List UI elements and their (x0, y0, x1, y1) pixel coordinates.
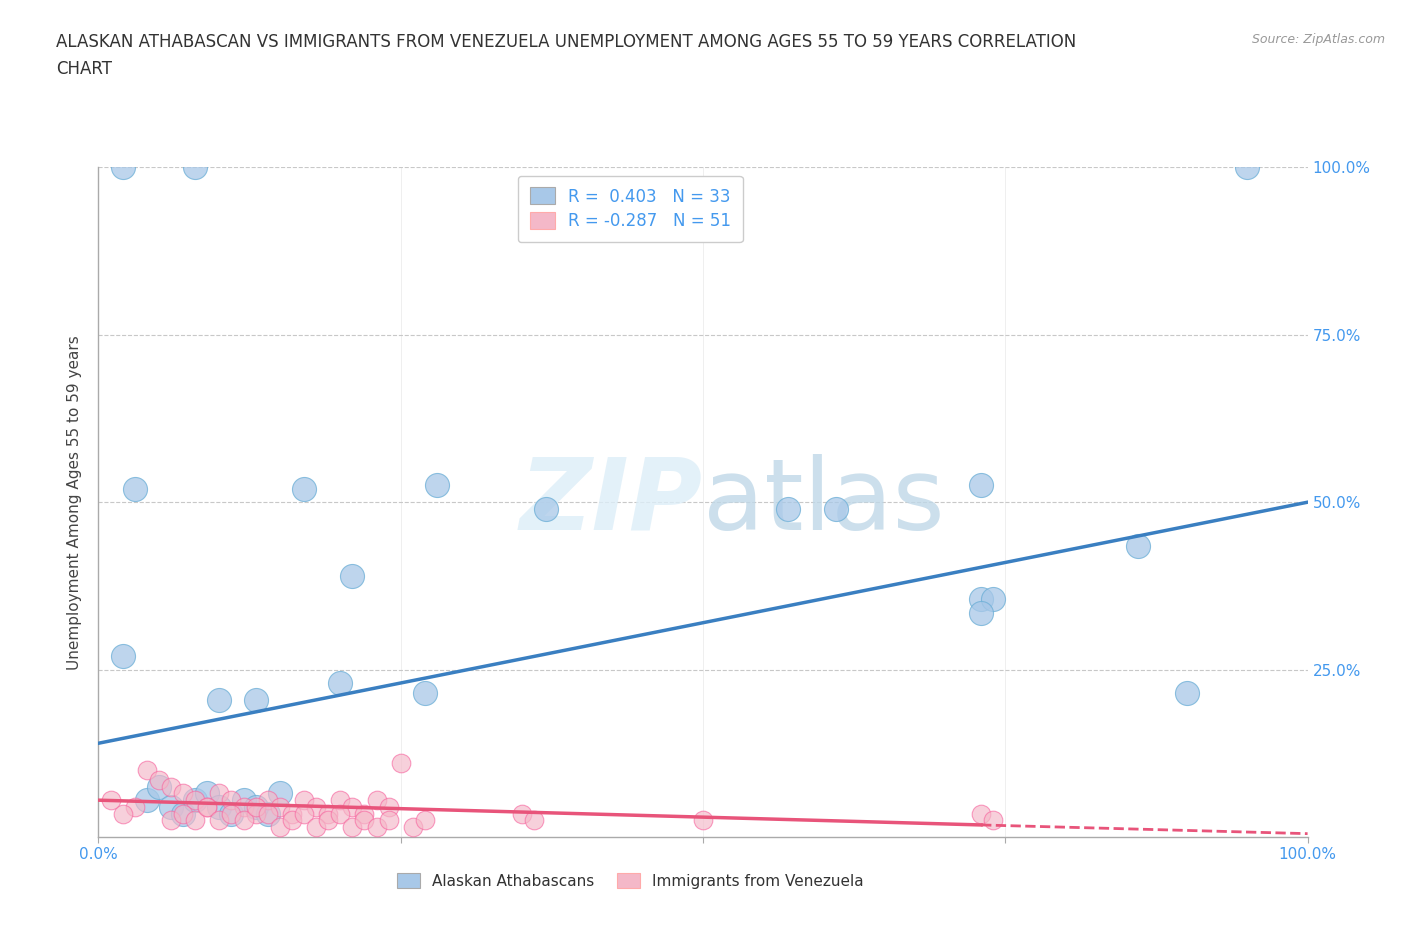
Point (160, 779, 183, 794)
Point (534, 501, 557, 516)
Legend: Alaskan Athabascans, Immigrants from Venezuela: Alaskan Athabascans, Immigrants from Ven… (389, 865, 872, 897)
Point (208, 786, 231, 801)
Point (353, 813, 375, 828)
Point (426, 478, 449, 493)
Point (232, 813, 254, 828)
Point (184, 792, 207, 807)
Point (111, 649, 134, 664)
Point (510, 806, 533, 821)
Point (523, 813, 546, 828)
Point (160, 813, 183, 828)
Text: ZIP: ZIP (520, 454, 703, 551)
Point (305, 819, 328, 834)
Point (148, 779, 170, 794)
Point (692, 813, 714, 828)
Point (184, 792, 207, 807)
Point (221, 806, 243, 821)
Point (269, 786, 291, 801)
Point (402, 819, 425, 834)
Point (245, 800, 267, 815)
Point (221, 806, 243, 821)
Point (208, 800, 231, 815)
Point (245, 806, 267, 821)
Point (245, 800, 267, 815)
Point (377, 813, 399, 828)
Point (413, 685, 436, 700)
Point (269, 800, 291, 815)
Point (172, 806, 194, 821)
Point (160, 800, 183, 815)
Point (292, 806, 315, 821)
Point (208, 692, 231, 707)
Point (825, 501, 848, 516)
Point (377, 800, 399, 815)
Point (195, 800, 218, 815)
Point (305, 800, 328, 815)
Point (342, 819, 364, 834)
Point (195, 800, 218, 815)
Point (981, 591, 1004, 606)
Point (970, 806, 993, 821)
Point (100, 792, 122, 807)
Point (135, 792, 157, 807)
Point (342, 800, 364, 815)
Point (221, 792, 243, 807)
Point (281, 813, 304, 828)
Point (195, 786, 218, 801)
Text: atlas: atlas (703, 454, 945, 551)
Point (232, 792, 254, 807)
Point (389, 756, 412, 771)
Point (245, 692, 267, 707)
Point (981, 813, 1004, 828)
Point (1236, 160, 1258, 175)
Point (269, 819, 291, 834)
Point (1128, 538, 1150, 553)
Point (111, 160, 134, 175)
Point (366, 819, 388, 834)
Point (232, 800, 254, 815)
Point (970, 605, 993, 620)
Point (172, 786, 194, 801)
Point (208, 813, 231, 828)
Point (342, 568, 364, 583)
Point (172, 806, 194, 821)
Point (329, 792, 352, 807)
Point (292, 792, 315, 807)
Point (281, 806, 304, 821)
Point (353, 806, 375, 821)
Text: ALASKAN ATHABASCAN VS IMMIGRANTS FROM VENEZUELA UNEMPLOYMENT AMONG AGES 55 TO 59: ALASKAN ATHABASCAN VS IMMIGRANTS FROM VE… (56, 33, 1077, 50)
Text: CHART: CHART (56, 60, 112, 78)
Point (124, 482, 146, 497)
Point (135, 763, 157, 777)
Y-axis label: Unemployment Among Ages 55 to 59 years: Unemployment Among Ages 55 to 59 years (67, 335, 83, 670)
Point (1175, 685, 1198, 700)
Point (184, 160, 207, 175)
Point (366, 792, 388, 807)
Text: Source: ZipAtlas.com: Source: ZipAtlas.com (1251, 33, 1385, 46)
Point (292, 482, 315, 497)
Point (184, 813, 207, 828)
Point (256, 806, 278, 821)
Point (111, 806, 134, 821)
Point (316, 813, 339, 828)
Point (316, 806, 339, 821)
Point (148, 773, 170, 788)
Point (970, 591, 993, 606)
Point (776, 501, 799, 516)
Point (124, 800, 146, 815)
Point (256, 806, 278, 821)
Point (970, 478, 993, 493)
Point (413, 813, 436, 828)
Point (256, 792, 278, 807)
Point (329, 806, 352, 821)
Point (329, 675, 352, 690)
